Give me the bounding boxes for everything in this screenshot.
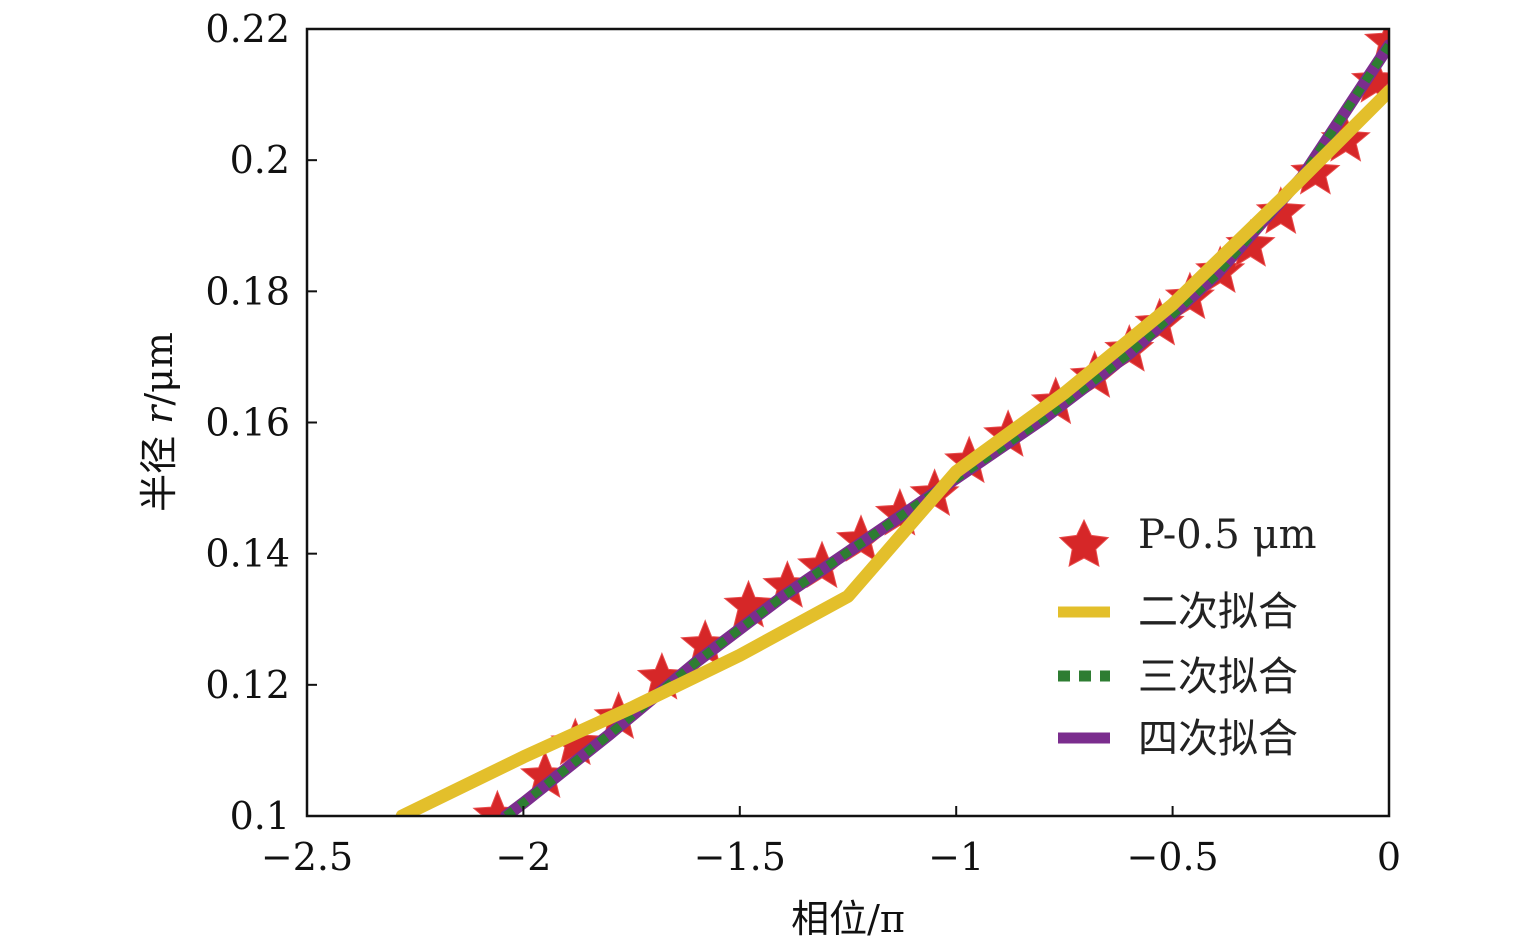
- y-axis-label-var: r: [137, 403, 181, 424]
- legend-label-cubic: 三次拟合: [1138, 654, 1298, 700]
- legend-label-p05: P-0.5 μm: [1138, 512, 1317, 558]
- x-axis-label: 相位/π: [791, 897, 905, 941]
- y-tick-label: 0.18: [205, 269, 290, 313]
- y-tick-label: 0.2: [230, 138, 290, 182]
- y-tick-label: 0.16: [205, 401, 290, 445]
- y-axis-label: 半径 r/μm: [137, 332, 181, 512]
- cubic-fit-line: [503, 42, 1389, 816]
- y-axis-label-prefix: 半径: [137, 424, 181, 512]
- y-tick-label: 0.14: [205, 532, 290, 576]
- legend-label-quartic: 四次拟合: [1138, 716, 1298, 762]
- x-tick-label: −0.5: [1126, 835, 1218, 879]
- quadratic-fit-line: [395, 84, 1389, 816]
- legend: P-0.5 μm 二次拟合 三次拟合 四次拟合: [1058, 512, 1317, 762]
- x-tick-label: −1: [928, 835, 984, 879]
- x-tick-label: −2: [495, 835, 551, 879]
- y-tick-label: 0.1: [230, 794, 290, 838]
- x-tick-label: 0: [1377, 835, 1401, 879]
- legend-label-quadratic: 二次拟合: [1138, 589, 1298, 635]
- y-tick-label: 0.12: [205, 663, 290, 707]
- legend-star-marker: [1058, 518, 1110, 568]
- x-tick-label: −2.5: [261, 835, 353, 879]
- axis-ticks: −2.5 −2 −1.5 −1 −0.5 0 0.1 0.12 0.14 0.16 0.18 0.2 0…: [205, 7, 1401, 879]
- y-tick-label: 0.22: [205, 7, 290, 51]
- x-tick-label: −1.5: [694, 835, 786, 879]
- y-axis-label-suffix: /μm: [137, 332, 181, 406]
- data-point-star: [1255, 186, 1306, 234]
- plot-series: [395, 29, 1389, 816]
